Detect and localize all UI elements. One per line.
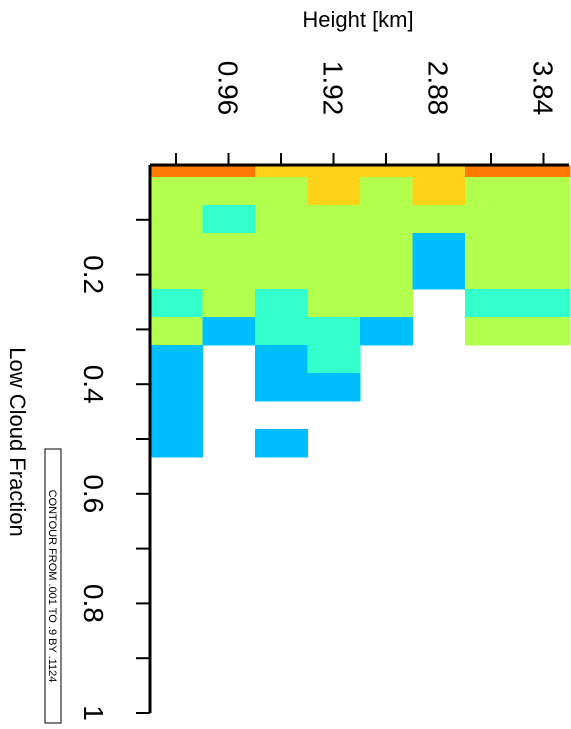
heatmap-cell: [255, 429, 308, 458]
heatmap-cell: [255, 317, 308, 346]
heatmap-cell: [465, 165, 518, 178]
heatmap-cell: [150, 177, 203, 206]
heatmap-cell: [255, 373, 308, 402]
heatmap-cell: [150, 289, 203, 318]
heatmap-cell: [150, 429, 203, 458]
heatmap-cell: [202, 317, 256, 346]
heatmap-cell: [307, 233, 361, 262]
heatmap-cell: [307, 205, 361, 234]
heatmap-cell: [465, 317, 518, 346]
heatmap-cell: [202, 261, 256, 290]
heatmap-cell: [517, 289, 571, 318]
heatmap-cell: [150, 165, 203, 178]
y-tick-label: 1.92: [318, 61, 349, 116]
heatmap-cell: [517, 165, 571, 178]
heatmap-cell: [255, 345, 308, 374]
heatmap-cell: [360, 289, 413, 318]
heatmap-cell: [150, 373, 203, 402]
x-tick-label: 0.2: [78, 255, 109, 294]
heatmap-cell: [307, 373, 361, 402]
heatmap-cell: [202, 205, 256, 234]
heatmap-cell: [412, 177, 466, 206]
contour-note-frame: [44, 448, 62, 724]
heatmap-cell: [412, 261, 466, 290]
heatmap-cell: [465, 205, 518, 234]
y-tick-label: 3.84: [528, 61, 559, 116]
heatmap-cell: [150, 317, 203, 346]
x-tick-label: 0.6: [78, 474, 109, 513]
heatmap-cell: [202, 233, 256, 262]
heatmap-cell: [517, 177, 571, 206]
heatmap-cell: [517, 261, 571, 290]
y-axis-title: Height [km]: [302, 7, 413, 32]
heatmap-cell: [517, 317, 571, 346]
heatmap-cell: [202, 177, 256, 206]
heatmap-cell: [307, 317, 361, 346]
heatmap-cell: [465, 177, 518, 206]
heatmap-cell: [255, 165, 308, 178]
heatmap-cell: [150, 233, 203, 262]
heatmap-cell: [307, 177, 361, 206]
x-tick-label: 1: [78, 705, 109, 721]
x-tick-label: 0.4: [78, 365, 109, 404]
heatmap-cell: [307, 289, 361, 318]
heatmap-cell: [255, 177, 308, 206]
heatmap-cell: [360, 317, 413, 346]
x-tick-label: 0.8: [78, 584, 109, 623]
heatmap-cell: [465, 233, 518, 262]
heatmap-cell: [255, 261, 308, 290]
heatmap-cell: [465, 261, 518, 290]
heatmap-cell: [202, 165, 256, 178]
y-tick-label: 2.88: [423, 61, 454, 116]
heatmap-cells: [150, 165, 571, 458]
heatmap-cell: [360, 233, 413, 262]
x-axis-title: Low Cloud Fraction: [5, 347, 30, 537]
heatmap-cell: [307, 345, 361, 374]
contour-note: CONTOUR FROM .001 TO .9 BY .1124: [46, 490, 58, 683]
contour-note-box: CONTOUR FROM .001 TO .9 BY .1124: [44, 448, 62, 724]
heatmap-cell: [255, 205, 308, 234]
heatmap-cell: [412, 233, 466, 262]
heatmap-cell: [412, 205, 466, 234]
heatmap-cell: [360, 165, 413, 178]
heatmap-cell: [255, 233, 308, 262]
heatmap-cell: [150, 401, 203, 430]
heatmap-cell: [307, 261, 361, 290]
heatmap-cell: [517, 205, 571, 234]
heatmap-cell: [517, 233, 571, 262]
heatmap-cell: [255, 289, 308, 318]
tick-labels: 0.2 0.4 0.6 0.8 1 0.96 1.92 2.88 3.84: [78, 61, 559, 721]
heatmap-cell: [360, 177, 413, 206]
heatmap-cell: [202, 289, 256, 318]
heatmap-cell: [307, 165, 361, 178]
heatmap-cell: [150, 345, 203, 374]
heatmap-cell: [360, 261, 413, 290]
heatmap-cell: [150, 261, 203, 290]
axes: [136, 153, 569, 714]
heatmap-cell: [465, 289, 518, 318]
heatmap-cell: [360, 205, 413, 234]
heatmap-cell: [150, 205, 203, 234]
y-tick-label: 0.96: [213, 61, 244, 116]
heatmap-cell: [412, 165, 466, 178]
